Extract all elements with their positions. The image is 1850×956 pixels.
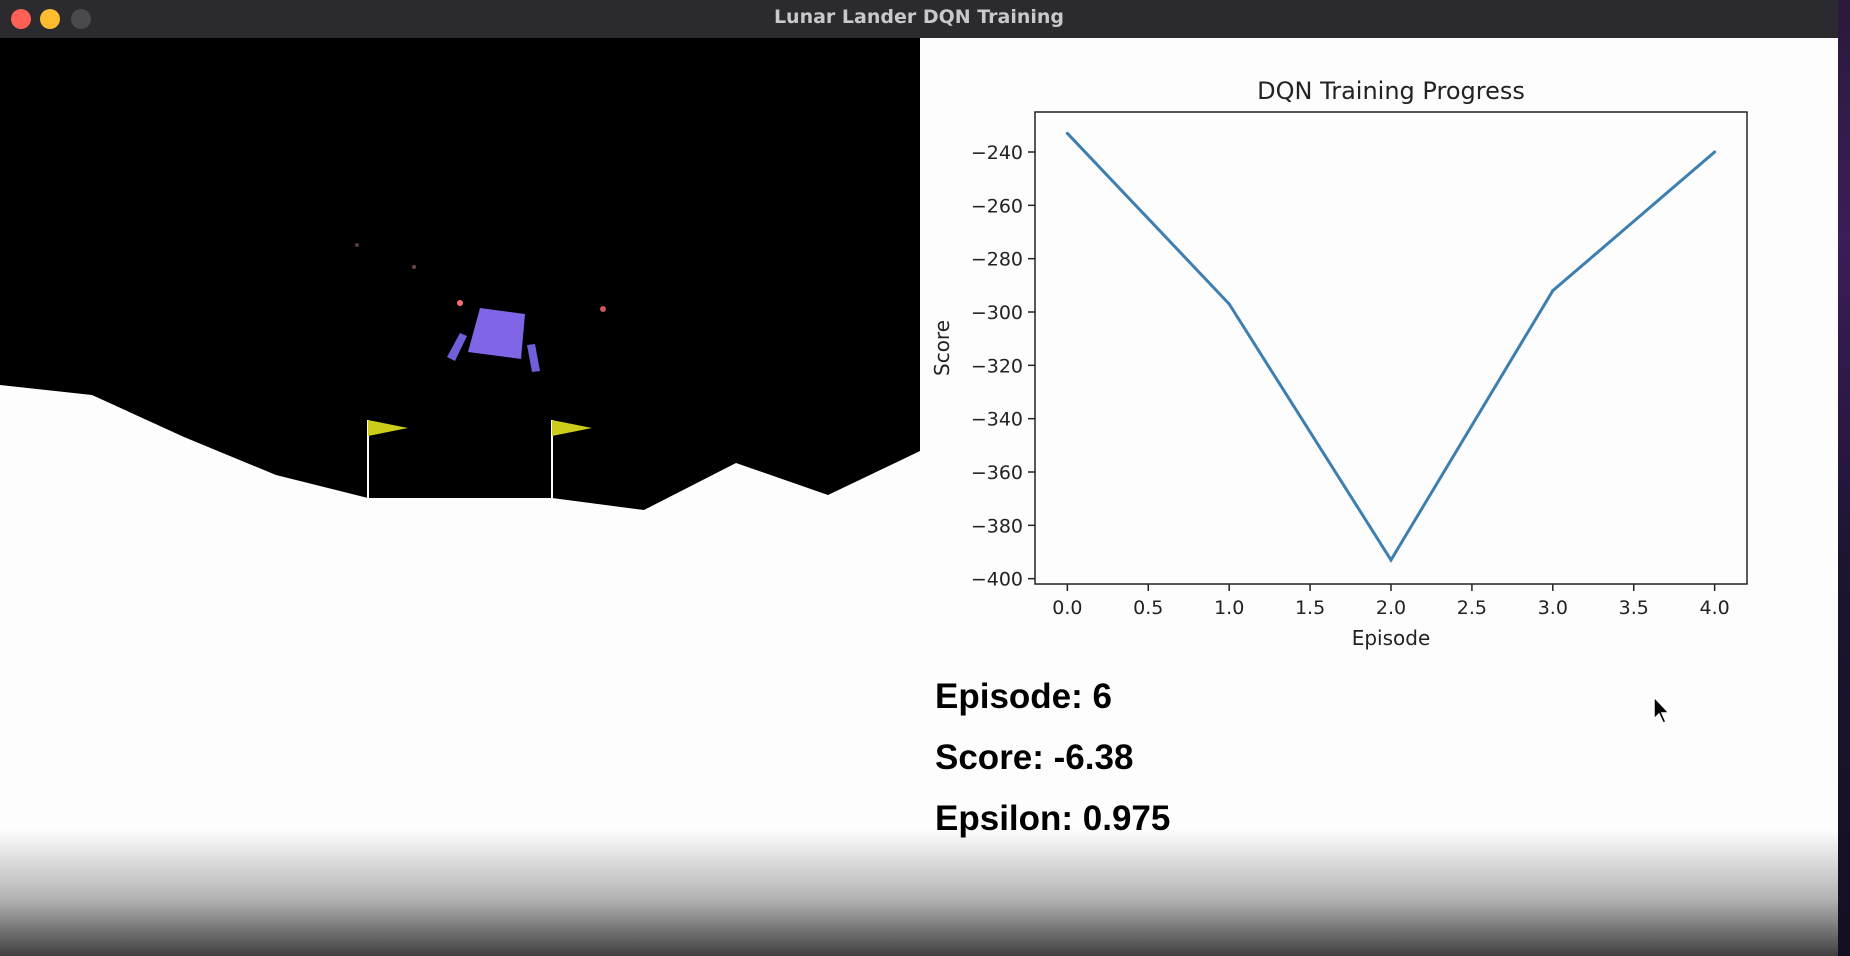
score-data-point <box>1065 131 1069 135</box>
landing-flag-left <box>367 420 408 498</box>
episode-counter: Episode: 6 <box>935 677 1112 716</box>
x-axis-ticks: 0.0 0.5 1.0 1.5 2.0 2.5 3.0 3.5 4.0 <box>1052 584 1730 619</box>
score-data-point <box>1389 558 1393 562</box>
y-axis-ticks: −240 −260 −280 −300 −320 −340 −360 −380 −400 <box>971 142 1035 591</box>
window-title: Lunar Lander DQN Training <box>773 6 1065 28</box>
x-tick-label: 3.0 <box>1538 597 1568 619</box>
chart-title: DQN Training Progress <box>1257 77 1525 105</box>
lander-leg-right <box>527 344 540 372</box>
x-tick-label: 1.0 <box>1214 597 1244 619</box>
engine-particle <box>412 265 416 269</box>
x-tick-label: 4.0 <box>1700 597 1730 619</box>
engine-particle <box>457 300 463 306</box>
close-window-button[interactable] <box>11 9 31 29</box>
desktop-background <box>1838 0 1850 956</box>
x-tick-label: 2.0 <box>1376 597 1406 619</box>
epsilon-readout: Epsilon: 0.975 <box>935 799 1171 838</box>
x-tick-label: 1.5 <box>1295 597 1325 619</box>
training-progress-chart: DQN Training Progress 0.0 0.5 1.0 1.5 2.0 2.5… <box>930 77 1748 650</box>
y-tick-label: −240 <box>971 142 1023 164</box>
title-bar[interactable]: Lunar Lander DQN Training <box>0 0 1838 39</box>
y-tick-label: −340 <box>971 409 1023 431</box>
y-tick-label: −280 <box>971 249 1023 271</box>
y-tick-label: −400 <box>971 569 1023 591</box>
x-axis-label: Episode <box>1352 626 1431 650</box>
engine-particle <box>600 306 606 312</box>
lander-body <box>468 308 525 359</box>
y-tick-label: −260 <box>971 195 1023 217</box>
landing-flag-right <box>551 420 592 498</box>
maximize-window-button[interactable] <box>71 9 91 29</box>
x-tick-label: 0.0 <box>1052 597 1082 619</box>
score-data-point <box>1551 289 1555 293</box>
y-tick-label: −360 <box>971 462 1023 484</box>
mouse-pointer-icon <box>1653 695 1671 724</box>
lunar-lander <box>447 308 540 372</box>
score-readout: Score: -6.38 <box>935 738 1134 777</box>
lunar-terrain <box>0 385 920 956</box>
score-data-point <box>1227 302 1231 306</box>
lander-leg-left <box>447 333 467 361</box>
minimize-window-button[interactable] <box>40 9 60 29</box>
y-tick-label: −300 <box>971 302 1023 324</box>
lunar-lander-game-view <box>0 38 920 956</box>
x-tick-label: 3.5 <box>1619 597 1649 619</box>
score-data-point <box>1713 150 1717 154</box>
y-tick-label: −380 <box>971 515 1023 537</box>
y-axis-label: Score <box>930 320 954 376</box>
y-tick-label: −320 <box>971 355 1023 377</box>
training-plot-panel: DQN Training Progress 0.0 0.5 1.0 1.5 2.0 2.5… <box>920 38 1838 678</box>
x-tick-label: 0.5 <box>1133 597 1163 619</box>
plot-area <box>1034 111 1748 585</box>
engine-particle <box>355 243 359 247</box>
x-tick-label: 2.5 <box>1457 597 1487 619</box>
